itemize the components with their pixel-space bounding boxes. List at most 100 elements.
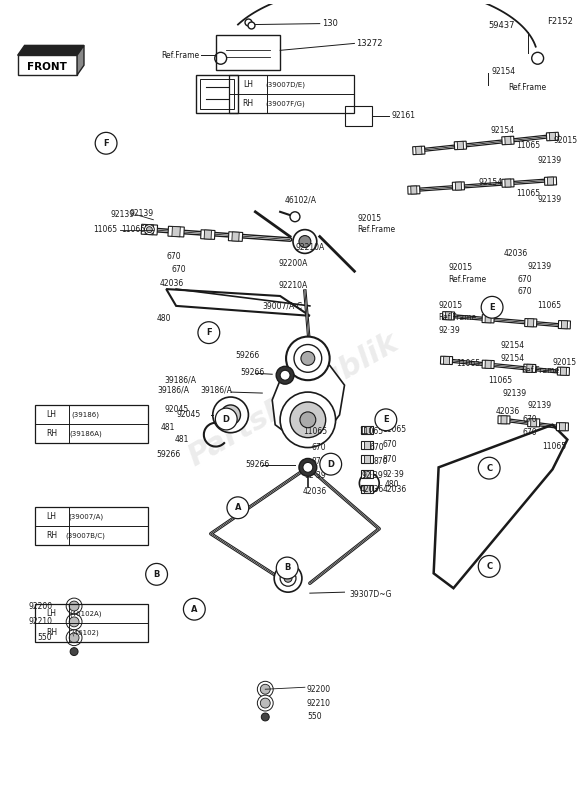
Circle shape xyxy=(261,713,269,721)
Polygon shape xyxy=(204,230,212,239)
Circle shape xyxy=(95,132,117,154)
Polygon shape xyxy=(441,356,452,365)
Text: 92139: 92139 xyxy=(528,402,552,410)
Polygon shape xyxy=(527,418,540,427)
Text: Ref.Frame: Ref.Frame xyxy=(448,274,486,284)
Text: 11065: 11065 xyxy=(516,141,540,150)
Text: 59266: 59266 xyxy=(240,368,265,377)
Polygon shape xyxy=(505,136,511,145)
Polygon shape xyxy=(544,177,557,186)
Text: 11065: 11065 xyxy=(303,427,327,436)
Text: 11065: 11065 xyxy=(359,427,383,436)
Polygon shape xyxy=(547,177,554,185)
Polygon shape xyxy=(527,318,534,327)
Text: 42036: 42036 xyxy=(359,485,384,494)
Text: 59266: 59266 xyxy=(157,450,181,459)
Text: 92139: 92139 xyxy=(503,389,527,398)
Circle shape xyxy=(146,226,152,233)
Polygon shape xyxy=(482,314,494,323)
Text: D: D xyxy=(223,414,230,423)
Text: 11065: 11065 xyxy=(543,442,567,451)
Bar xyxy=(345,106,372,126)
Polygon shape xyxy=(364,485,370,493)
Text: 42036: 42036 xyxy=(504,249,528,258)
Text: 670: 670 xyxy=(171,265,186,274)
Text: (46102A): (46102A) xyxy=(69,610,102,618)
Circle shape xyxy=(303,462,313,472)
Text: 46102/A: 46102/A xyxy=(285,195,317,205)
Text: 11065: 11065 xyxy=(94,225,118,234)
Polygon shape xyxy=(485,314,491,323)
Text: LH: LH xyxy=(47,610,57,618)
Polygon shape xyxy=(172,226,180,237)
Text: 480: 480 xyxy=(156,314,171,323)
Text: 92015: 92015 xyxy=(554,136,578,145)
Text: LH: LH xyxy=(47,410,57,418)
Text: 92139: 92139 xyxy=(538,195,562,205)
Circle shape xyxy=(257,682,273,697)
Text: Ref.Frame: Ref.Frame xyxy=(357,225,396,234)
Text: LH: LH xyxy=(243,80,253,89)
Text: 92161: 92161 xyxy=(391,111,415,120)
Text: (39186A): (39186A) xyxy=(69,430,102,437)
Text: 481: 481 xyxy=(175,435,189,444)
Polygon shape xyxy=(452,182,465,190)
Polygon shape xyxy=(415,146,422,154)
Circle shape xyxy=(260,684,270,694)
Text: B: B xyxy=(284,563,291,573)
Polygon shape xyxy=(272,366,345,440)
Circle shape xyxy=(375,409,397,430)
Polygon shape xyxy=(455,182,462,190)
Text: FRONT: FRONT xyxy=(28,62,67,72)
Circle shape xyxy=(280,570,296,586)
Circle shape xyxy=(280,370,290,380)
Text: 870: 870 xyxy=(373,457,388,466)
Bar xyxy=(35,507,148,545)
Circle shape xyxy=(257,695,273,711)
Polygon shape xyxy=(411,186,417,194)
Circle shape xyxy=(277,557,298,579)
Text: 92·39: 92·39 xyxy=(305,470,326,480)
Circle shape xyxy=(66,614,82,630)
Polygon shape xyxy=(168,226,184,237)
Text: 92200A: 92200A xyxy=(278,259,308,268)
Bar xyxy=(216,35,280,70)
Polygon shape xyxy=(408,186,420,194)
Text: 92154: 92154 xyxy=(500,341,524,350)
Polygon shape xyxy=(560,367,567,375)
Text: (39007B/C): (39007B/C) xyxy=(66,532,105,538)
Polygon shape xyxy=(561,321,567,329)
Circle shape xyxy=(66,630,82,646)
Text: LH: LH xyxy=(47,512,57,521)
Text: 11065: 11065 xyxy=(122,225,146,234)
Circle shape xyxy=(183,598,205,620)
Text: E: E xyxy=(383,415,389,424)
Text: 481: 481 xyxy=(161,423,175,432)
Polygon shape xyxy=(549,133,556,141)
Polygon shape xyxy=(524,318,537,327)
Polygon shape xyxy=(501,416,507,424)
Bar xyxy=(196,75,237,113)
Polygon shape xyxy=(362,470,373,478)
Text: F: F xyxy=(206,328,212,337)
Text: 39186/A: 39186/A xyxy=(201,386,233,394)
Text: 92154: 92154 xyxy=(491,66,515,76)
Text: (46102): (46102) xyxy=(71,630,100,636)
Text: Ref.Frame: Ref.Frame xyxy=(161,50,199,60)
Polygon shape xyxy=(77,46,84,75)
Text: 59266: 59266 xyxy=(236,351,260,360)
Text: 92210A: 92210A xyxy=(278,281,308,290)
Text: 92045: 92045 xyxy=(165,406,189,414)
Polygon shape xyxy=(557,367,570,375)
Text: (39007F/G): (39007F/G) xyxy=(265,100,305,107)
Text: 92·39: 92·39 xyxy=(382,470,404,478)
Text: A: A xyxy=(234,503,241,512)
Polygon shape xyxy=(454,141,466,150)
Polygon shape xyxy=(531,418,537,426)
Text: 92139: 92139 xyxy=(130,210,154,218)
Text: 550: 550 xyxy=(307,713,322,722)
Polygon shape xyxy=(557,422,568,431)
Text: 670: 670 xyxy=(166,252,181,261)
Polygon shape xyxy=(229,232,243,242)
Text: 39307D~G: 39307D~G xyxy=(349,590,392,598)
